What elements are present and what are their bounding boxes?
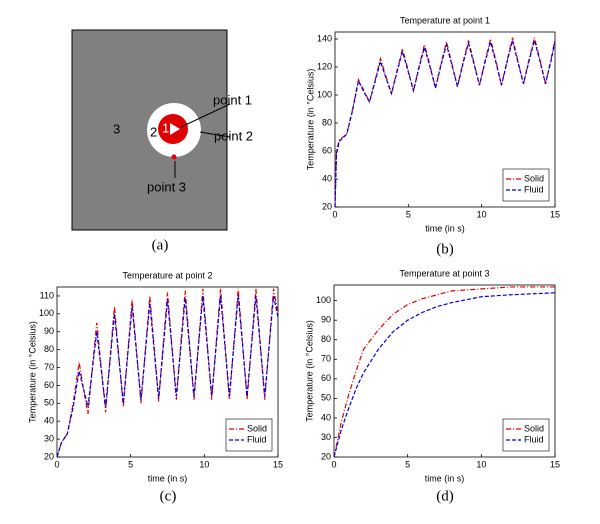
series-line [333, 292, 556, 458]
series-line [56, 295, 279, 458]
y-tick-label: 70 [321, 354, 331, 364]
x-tick-label: 10 [476, 459, 486, 469]
y-tick-label: 100 [317, 89, 332, 99]
y-tick-label: 40 [322, 173, 332, 183]
region-label: 2 [150, 124, 157, 139]
arrow [180, 103, 231, 128]
x-tick-label: 0 [332, 209, 337, 219]
y-tick-label: 100 [39, 308, 54, 318]
chart-title: Temperature at point 1 [400, 15, 490, 25]
x-tick-label: 10 [199, 459, 209, 469]
region-label: 1 [162, 120, 169, 135]
point-label: point 3 [147, 179, 186, 194]
y-tick-label: 60 [322, 145, 332, 155]
x-tick-label: 10 [477, 209, 487, 219]
x-axis-label: time (in s) [425, 473, 465, 483]
legend-box [502, 418, 550, 452]
y-tick-label: 40 [321, 412, 331, 422]
x-tick-label: 5 [406, 209, 411, 219]
series-line [334, 38, 556, 208]
legend-box [225, 418, 273, 452]
x-axis-label: time (in s) [148, 473, 188, 483]
point-label: point 1 [213, 92, 252, 107]
y-tick-label: 60 [44, 380, 54, 390]
x-tick-label: 0 [331, 459, 336, 469]
y-tick-label: 20 [322, 201, 332, 211]
x-axis-label: time (in s) [425, 223, 465, 233]
point-1-marker [170, 123, 180, 135]
legend-label: Solid [247, 423, 267, 433]
x-tick-label: 15 [273, 459, 283, 469]
x-tick-label: 15 [550, 459, 560, 469]
legend-label: Fluid [524, 434, 544, 444]
y-tick-label: 80 [321, 334, 331, 344]
legend-label: Fluid [524, 184, 544, 194]
y-tick-label: 110 [40, 290, 54, 300]
y-tick-label: 90 [321, 315, 331, 325]
region-label: 3 [113, 121, 120, 136]
y-tick-label: 30 [321, 432, 331, 442]
y-tick-label: 20 [321, 451, 331, 461]
arrow [199, 131, 231, 138]
y-tick-label: 100 [316, 295, 331, 305]
x-tick-label: 5 [405, 459, 410, 469]
y-axis-label: Temperature (in °Celsius) [27, 321, 37, 423]
y-tick-label: 120 [317, 61, 332, 71]
y-tick-label: 70 [44, 362, 54, 372]
x-tick-label: 0 [54, 459, 59, 469]
y-tick-label: 40 [44, 416, 54, 426]
y-axis-label: Temperature (in °Celsius) [304, 320, 314, 422]
chart-title: Temperature at point 3 [399, 268, 489, 278]
point-3-marker [171, 154, 177, 160]
x-tick-label: 15 [550, 209, 560, 219]
x-tick-label: 5 [128, 459, 133, 469]
panel-caption: (b) [436, 241, 454, 257]
y-tick-label: 140 [317, 33, 332, 43]
chart-title: Temperature at point 2 [122, 270, 212, 280]
y-tick-label: 30 [44, 433, 54, 443]
y-tick-label: 60 [321, 373, 331, 383]
y-tick-label: 50 [321, 393, 331, 403]
point-label: point 2 [214, 128, 253, 143]
legend-label: Fluid [247, 434, 267, 444]
panel-caption: (c) [160, 488, 177, 504]
panel-caption: (d) [436, 488, 454, 504]
diagram: 3 2 1 point 1 point 2 point 3 [71, 29, 253, 231]
legend-label: Solid [524, 173, 544, 183]
legend-label: Solid [524, 423, 544, 433]
y-tick-label: 20 [44, 451, 54, 461]
panel-caption: (a) [152, 237, 169, 253]
y-tick-label: 50 [44, 398, 54, 408]
y-tick-label: 90 [44, 326, 54, 336]
y-axis-label: Temperature (in °Celsius) [305, 69, 315, 171]
legend-box [502, 168, 550, 202]
y-tick-label: 80 [44, 344, 54, 354]
y-tick-label: 80 [322, 117, 332, 127]
